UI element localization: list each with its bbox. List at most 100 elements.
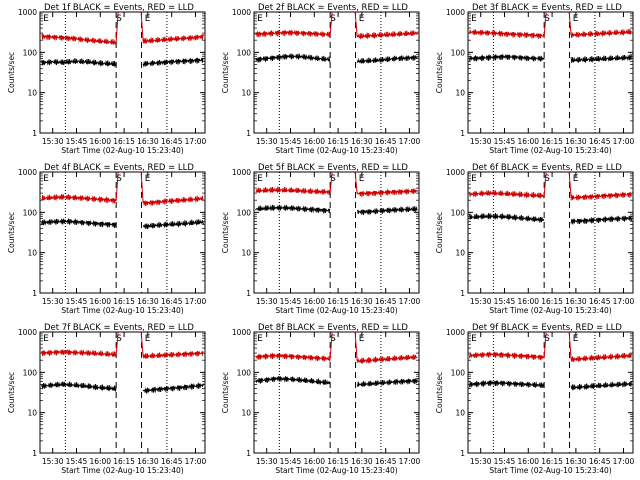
event-marker-s: S — [330, 14, 336, 24]
x-axis-label: Start Time (02-Aug-10 15:23:40) — [489, 306, 611, 315]
x-tick-label: 17:00 — [185, 137, 207, 146]
x-tick-label: 16:30 — [351, 457, 373, 466]
x-axis-label: Start Time (02-Aug-10 15:23:40) — [275, 466, 397, 475]
y-tick-label: 100 — [451, 208, 466, 217]
x-tick-label: 15:30 — [42, 457, 64, 466]
x-tick-label: 16:15 — [327, 457, 349, 466]
y-axis-label: Counts/sec — [221, 52, 230, 93]
lld-series-line — [41, 33, 117, 46]
x-tick-label: 15:45 — [494, 137, 516, 146]
y-axis-label: Counts/sec — [7, 372, 16, 413]
x-tick-label: 17:00 — [185, 457, 207, 466]
x-tick-label: 16:00 — [303, 457, 325, 466]
chart-title: Det 8f BLACK = Events, RED = LLD — [258, 323, 408, 333]
y-tick-label: 1 — [460, 449, 465, 458]
y-tick-label: 10 — [27, 89, 37, 98]
events-series-line — [356, 206, 418, 215]
events-series-line — [469, 53, 545, 62]
events-series-line — [570, 380, 632, 391]
lld-series-line — [570, 352, 632, 362]
event-marker-e: E — [573, 14, 579, 24]
y-tick-label: 1 — [246, 289, 251, 298]
event-marker-e: E — [471, 174, 477, 184]
y-tick-label: 100 — [237, 48, 252, 57]
y-tick-label: 1000 — [18, 8, 37, 17]
x-tick-label: 15:45 — [66, 137, 88, 146]
lld-series-line — [41, 349, 117, 358]
y-tick-label: 1000 — [232, 168, 251, 177]
event-marker-s: S — [116, 334, 122, 344]
events-series-line — [142, 56, 204, 68]
x-tick-label: 17:00 — [185, 297, 207, 306]
x-tick-label: 16:30 — [565, 297, 587, 306]
x-tick-label: 16:00 — [517, 297, 539, 306]
plot-frame — [467, 11, 634, 134]
x-tick-label: 16:45 — [161, 457, 183, 466]
x-tick-label: 15:30 — [256, 297, 278, 306]
y-axis-label: Counts/sec — [7, 212, 16, 253]
chart-title: Det 2f BLACK = Events, RED = LLD — [258, 3, 408, 13]
lld-series-line — [469, 190, 545, 200]
event-marker-e: E — [471, 14, 477, 24]
event-marker-e: E — [43, 174, 49, 184]
events-series-line — [142, 382, 204, 394]
lld-rise-line — [140, 11, 144, 42]
lld-series-line — [142, 195, 204, 207]
events-series-line — [469, 213, 545, 223]
x-tick-label: 16:30 — [565, 137, 587, 146]
events-series-line — [41, 58, 117, 68]
y-tick-label: 10 — [455, 409, 465, 418]
event-marker-e: E — [145, 334, 151, 344]
lld-series-line — [255, 352, 331, 362]
x-tick-label: 16:00 — [517, 137, 539, 146]
x-tick-label: 17:00 — [613, 297, 635, 306]
plot-frame — [467, 331, 634, 454]
y-axis-label: Counts/sec — [435, 52, 444, 93]
y-tick-label: 10 — [241, 89, 251, 98]
lld-rise-line — [329, 171, 333, 193]
chart-title: Det 1f BLACK = Events, RED = LLD — [44, 3, 194, 13]
lld-series-line — [142, 350, 204, 360]
x-tick-label: 16:15 — [113, 297, 135, 306]
x-tick-label: 16:15 — [327, 297, 349, 306]
event-marker-e: E — [145, 14, 151, 24]
events-series-line — [41, 381, 117, 393]
lld-series-line — [570, 29, 632, 38]
event-marker-s: S — [116, 14, 122, 24]
lld-rise-line — [543, 171, 547, 196]
y-tick-label: 10 — [27, 249, 37, 258]
x-tick-label: 16:30 — [137, 297, 159, 306]
x-tick-label: 15:30 — [256, 137, 278, 146]
x-tick-label: 16:00 — [303, 297, 325, 306]
chart-title: Det 6f BLACK = Events, RED = LLD — [472, 163, 622, 173]
x-axis-label: Start Time (02-Aug-10 15:23:40) — [275, 146, 397, 155]
x-tick-label: 16:15 — [327, 137, 349, 146]
x-axis-label: Start Time (02-Aug-10 15:23:40) — [489, 466, 611, 475]
x-tick-label: 16:30 — [137, 137, 159, 146]
event-marker-e: E — [573, 334, 579, 344]
lld-series-line — [469, 351, 545, 361]
y-axis-label: Counts/sec — [221, 372, 230, 413]
lld-rise-line — [115, 331, 119, 355]
x-tick-label: 16:00 — [89, 457, 111, 466]
chart-panel-3: Det 3f BLACK = Events, RED = LLD 1 10 100 10… — [435, 3, 635, 155]
x-tick-label: 15:45 — [280, 137, 302, 146]
x-tick-label: 17:00 — [399, 137, 421, 146]
x-tick-label: 15:45 — [494, 457, 516, 466]
event-marker-e: E — [257, 174, 263, 184]
x-tick-label: 15:30 — [470, 457, 492, 466]
y-tick-label: 100 — [23, 48, 38, 57]
lld-rise-line — [115, 11, 119, 43]
x-tick-label: 15:45 — [494, 297, 516, 306]
lld-rise-line — [140, 171, 144, 203]
y-tick-label: 1 — [32, 289, 37, 298]
x-axis-label: Start Time (02-Aug-10 15:23:40) — [275, 306, 397, 315]
x-tick-label: 16:30 — [351, 137, 373, 146]
x-tick-label: 17:00 — [399, 457, 421, 466]
x-tick-label: 15:45 — [66, 297, 88, 306]
x-tick-label: 16:30 — [565, 457, 587, 466]
event-marker-e: E — [359, 174, 365, 184]
x-tick-label: 16:45 — [161, 137, 183, 146]
event-marker-s: S — [330, 174, 336, 184]
chart-panel-8: Det 8f BLACK = Events, RED = LLD 1 10 100 10… — [221, 323, 421, 475]
